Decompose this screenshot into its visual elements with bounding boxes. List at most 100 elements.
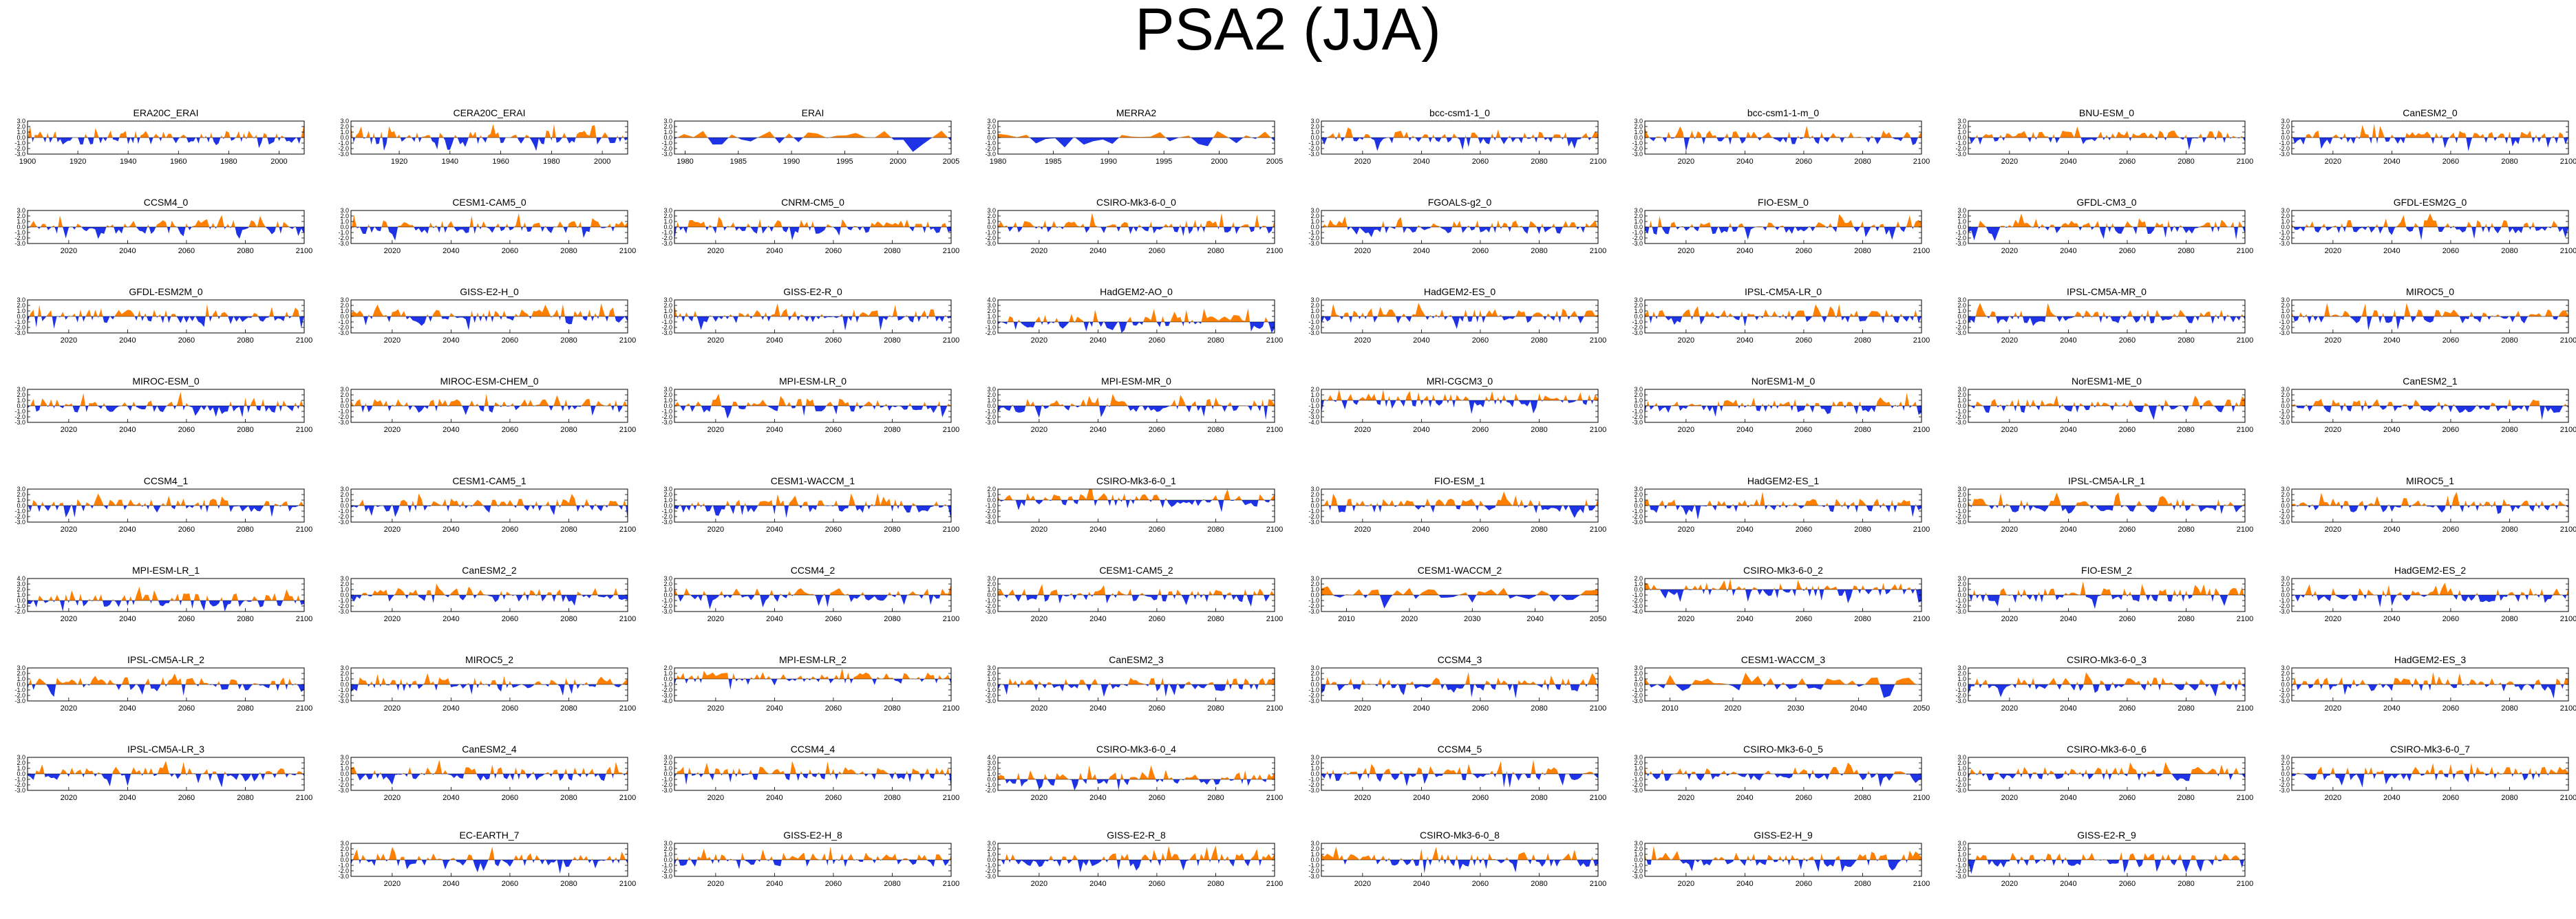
y-tick-label: 3.0 [1634, 664, 1643, 671]
y-tick-label: 3.0 [1957, 754, 1966, 761]
panel-title: MIROC-ESM_0 [132, 376, 199, 387]
y-tick-label: 0.0 [663, 502, 672, 509]
y-tick-label: 3.0 [2281, 754, 2290, 761]
negative-anomaly-area [351, 316, 628, 331]
y-tick-label: -1.0 [1955, 140, 1966, 147]
y-tick-label: -3.0 [1308, 413, 1319, 420]
negative-anomaly-area [351, 774, 628, 785]
x-tick-label: 2040 [119, 336, 136, 345]
y-tick-label: -3.0 [338, 240, 349, 247]
y-tick-label: 3.0 [1957, 207, 1966, 214]
positive-anomaly-area [351, 393, 628, 406]
y-tick-label: 2.0 [1310, 386, 1319, 393]
x-tick-label: 2100 [1913, 158, 1930, 166]
y-tick-label: 3.0 [1957, 486, 1966, 493]
y-tick-label: 1.0 [1634, 851, 1643, 858]
y-tick-label: 3.0 [17, 754, 25, 761]
x-tick-label: 2060 [1472, 880, 1489, 888]
x-tick-label: 2060 [2119, 794, 2136, 802]
y-tick-label: -1.0 [1632, 408, 1643, 415]
y-tick-label: -1.0 [1955, 597, 1966, 604]
y-tick-label: -3.0 [1955, 787, 1966, 794]
panel-title: CanESM2_0 [2403, 107, 2458, 118]
positive-anomaly-area [1321, 671, 1598, 684]
x-tick-label: 2100 [2237, 426, 2253, 434]
y-tick-label: 3.0 [340, 296, 349, 303]
y-tick-label: -1.0 [1955, 508, 1966, 515]
x-tick-label: 2060 [502, 247, 518, 255]
panel-title: GISS-E2-H_0 [460, 286, 519, 297]
positive-anomaly-area [1968, 761, 2245, 774]
panel-CanESM2_0: CanESM2_0 3.02.01.00.0-1.0-2.0-3.0 2020 204… [2279, 107, 2576, 166]
x-tick-label: 2040 [1736, 615, 1753, 623]
y-tick-label: 1.0 [1310, 497, 1319, 504]
y-tick-label: 2.0 [987, 845, 996, 852]
panel-HadGEM2-ES_2: HadGEM2-ES_2 3.02.01.00.0-1.0-2.0-3.0 2020… [2279, 565, 2576, 623]
panel-title: CSIRO-Mk3-6-0_0 [1096, 197, 1176, 208]
y-tick-label: -3.0 [1955, 240, 1966, 247]
y-tick-label: 1.0 [1957, 218, 1966, 225]
panel-title: CanESM2_4 [462, 744, 517, 755]
negative-anomaly-area [28, 601, 304, 612]
y-tick-label: -1.0 [661, 508, 672, 515]
y-tick-label: 0.0 [1310, 592, 1319, 598]
negative-anomaly-area [1645, 227, 1922, 240]
x-tick-label: 1980 [990, 158, 1006, 166]
x-tick-label: 2020 [1678, 158, 1694, 166]
y-tick-label: -3.0 [2279, 698, 2290, 704]
y-tick-label: -3.0 [1955, 419, 1966, 426]
y-tick-label: -1.0 [1632, 592, 1643, 598]
x-tick-label: 1940 [442, 158, 458, 166]
panel-title: FIO-ESM_1 [1434, 475, 1485, 486]
y-tick-label: 1.0 [987, 586, 996, 593]
y-tick-label: -2.0 [661, 413, 672, 420]
positive-anomaly-area [674, 668, 951, 679]
x-tick-label: 2050 [1913, 704, 1930, 713]
y-tick-label: 2.0 [987, 213, 996, 219]
y-tick-label: 3.0 [17, 386, 25, 393]
positive-anomaly-area [1968, 126, 2245, 138]
x-tick-label: 2040 [119, 704, 136, 713]
y-tick-label: 3.0 [2281, 386, 2290, 393]
x-tick-label: 2040 [119, 526, 136, 534]
y-tick-label: -2.0 [661, 867, 672, 874]
panel-MIROC5_0: MIROC5_0 3.02.01.00.0-1.0-2.0-3.0 2020 2040… [2279, 286, 2576, 345]
x-tick-label: 2060 [825, 794, 842, 802]
x-tick-label: 2060 [502, 704, 518, 713]
positive-anomaly-area [28, 760, 304, 774]
panel-IPSL-CM5A-LR_0: IPSL-CM5A-LR_0 3.02.01.00.0-1.0-2.0-3.0 20… [1632, 286, 1930, 345]
x-tick-label: 2100 [1590, 158, 1606, 166]
y-tick-label: 1.0 [987, 770, 996, 777]
x-tick-label: 2100 [1590, 426, 1606, 434]
y-tick-label: -3.0 [985, 608, 996, 615]
x-tick-label: 2060 [2442, 158, 2459, 166]
negative-anomaly-area [674, 227, 951, 241]
y-tick-label: 2.0 [1310, 123, 1319, 130]
panel-title: MERRA2 [1116, 107, 1157, 118]
y-tick-label: -3.0 [985, 873, 996, 880]
y-tick-label: -3.0 [338, 787, 349, 794]
y-tick-label: -1.0 [1308, 402, 1319, 409]
y-tick-label: -3.0 [985, 513, 996, 520]
y-tick-label: 1.0 [1310, 307, 1319, 314]
y-tick-label: 2.0 [17, 213, 25, 219]
x-tick-label: 2080 [2501, 336, 2518, 345]
x-tick-label: 2080 [884, 794, 900, 802]
y-tick-label: 1.0 [17, 675, 25, 682]
y-tick-label: -1.0 [661, 681, 672, 688]
x-tick-label: 2100 [1590, 880, 1606, 888]
y-tick-label: -1.0 [14, 408, 25, 415]
y-tick-label: -2.0 [661, 235, 672, 241]
panel-title: MRI-CGCM3_0 [1427, 376, 1493, 387]
panel-title: CanESM2_2 [462, 565, 517, 576]
x-tick-label: 2020 [2325, 158, 2341, 166]
y-tick-label: 2.0 [2281, 302, 2290, 309]
y-tick-label: 0.0 [663, 134, 672, 141]
y-tick-label: -3.0 [2279, 608, 2290, 615]
x-tick-label: 2040 [1850, 704, 1866, 713]
panel-HadGEM2-ES_0: HadGEM2-ES_0 3.02.01.00.0-1.0-2.0-3.0 2020… [1308, 286, 1606, 345]
y-tick-label: 2.0 [1634, 123, 1643, 130]
x-tick-label: 2080 [237, 794, 253, 802]
y-tick-label: 0.0 [1634, 313, 1643, 320]
y-tick-label: -3.0 [2279, 240, 2290, 247]
